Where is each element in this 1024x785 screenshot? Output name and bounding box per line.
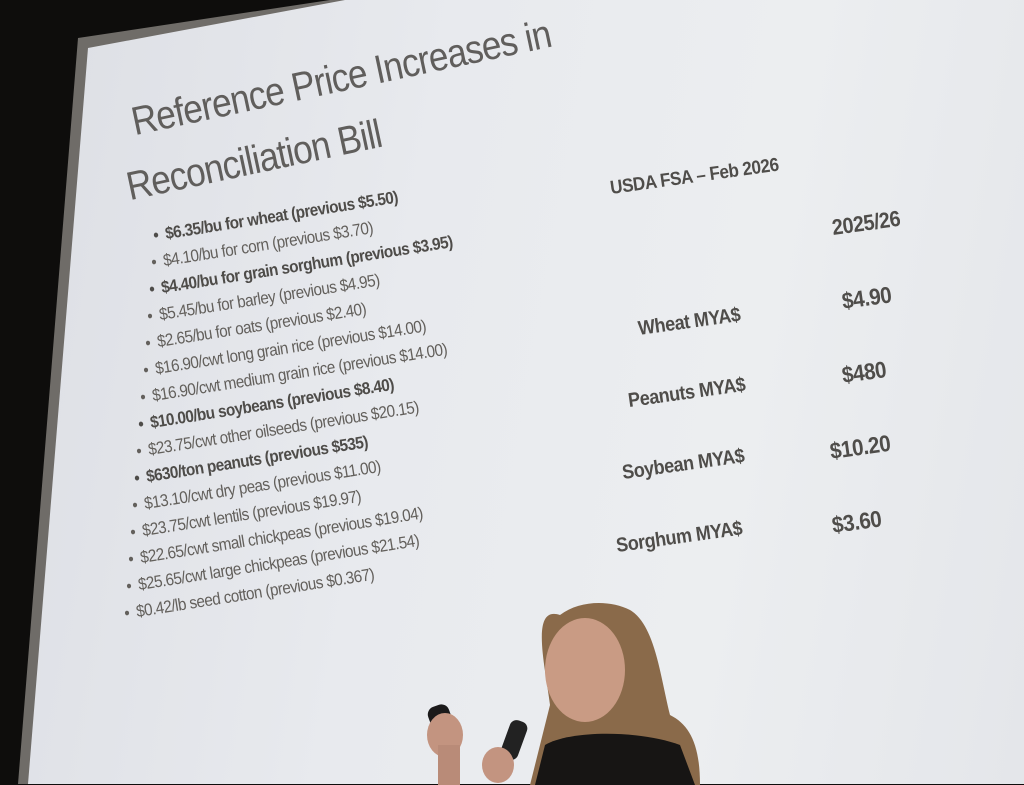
microphone-icon: [500, 720, 528, 760]
presenter-hand: [482, 747, 514, 783]
presenter-top: [535, 733, 695, 785]
presenter-face: [545, 618, 625, 722]
presenter: [427, 603, 700, 785]
